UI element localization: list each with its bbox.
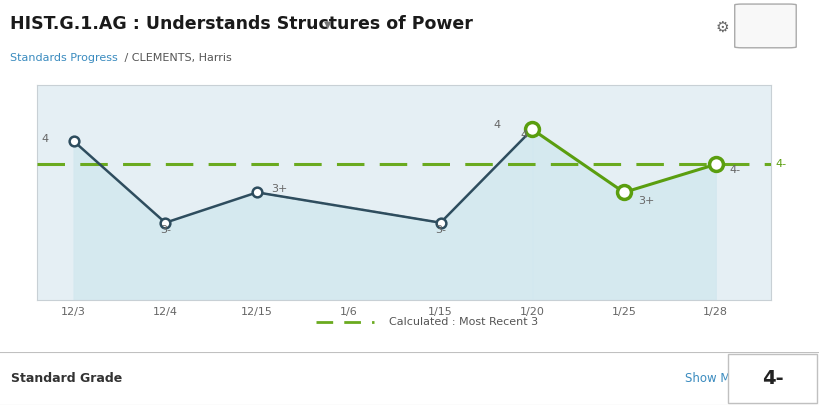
Text: Q3: Q3 (756, 19, 773, 32)
Text: 4-: 4- (761, 369, 782, 388)
Text: Standard Grade: Standard Grade (11, 372, 122, 385)
Text: 3-: 3- (160, 225, 170, 235)
Text: 4-: 4- (729, 165, 740, 175)
Text: 4-: 4- (775, 160, 785, 169)
Text: ▼: ▼ (323, 20, 331, 30)
FancyBboxPatch shape (727, 354, 816, 403)
Text: Show Metrics: Show Metrics (684, 372, 762, 385)
Text: 3+: 3+ (637, 196, 654, 206)
Text: 4: 4 (520, 130, 527, 140)
Text: 3-: 3- (435, 225, 446, 235)
Text: ⚙: ⚙ (715, 19, 729, 34)
Text: Calculated : Most Recent 3: Calculated : Most Recent 3 (389, 317, 537, 326)
FancyBboxPatch shape (734, 4, 795, 48)
Text: / CLEMENTS, Harris: / CLEMENTS, Harris (120, 53, 231, 63)
Text: ˅: ˅ (783, 21, 788, 31)
Text: Standards Progress: Standards Progress (10, 53, 117, 63)
Text: HIST.G.1.AG : Understands Structures of Power: HIST.G.1.AG : Understands Structures of … (10, 15, 472, 32)
Text: 3+: 3+ (270, 183, 287, 194)
Text: 4: 4 (492, 120, 500, 130)
Text: 4: 4 (42, 134, 48, 144)
